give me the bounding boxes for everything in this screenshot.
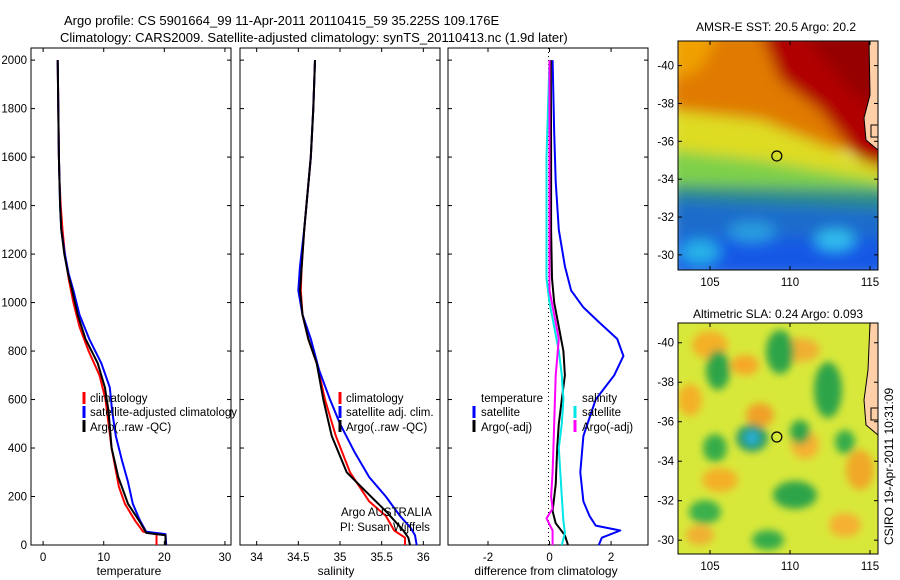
legend-label-satellite: satellite adj. clim. (346, 407, 434, 419)
sst-heatmap (678, 41, 878, 270)
sst-map-frame (677, 40, 879, 271)
y-tick-label: 0 (21, 540, 27, 552)
difference-legend: temperature salinity satellite Argo(-adj… (472, 393, 633, 434)
x-tick-label: 110 (781, 277, 799, 289)
salinity-xlabel: salinity (318, 564, 355, 578)
y-tick-label: -32 (657, 496, 674, 508)
series-line-argo (299, 60, 411, 546)
x-tick-label: 115 (861, 277, 879, 289)
y-tick-label: -30 (657, 250, 674, 262)
y-tick-label: -38 (657, 377, 674, 389)
series-line-argo (56, 60, 167, 545)
legend-title-salinity: salinity (582, 393, 617, 405)
argo-float-marker (771, 150, 783, 162)
x-tick-label: 35 (334, 552, 347, 564)
legend-label-sal-argo: Argo(-adj) (582, 422, 633, 434)
x-tick-label: 105 (700, 561, 719, 573)
y-tick-label: -40 (657, 338, 674, 350)
sla-map-frame (677, 322, 879, 555)
salinity-marks: 34 34.5 35 35.5 36 (240, 48, 440, 564)
legend-label-temp-argo: Argo(-adj) (481, 422, 532, 434)
temperature-panel: 0 10 20 30 0 200 400 600 800 1000 1200 1400 1600 1800… (1, 47, 232, 578)
legend-title-temperature: temperature (481, 393, 543, 405)
title-line-1: Argo profile: CS 5901664_99 11-Apr-2011 … (64, 13, 499, 28)
series-line-satellite (551, 60, 625, 546)
sst-map-panel: AMSR-E SST: 20.5 Argo: 20.2 105 110 115- (657, 20, 879, 289)
pi-label: PI: Susan Wijffels (340, 522, 430, 534)
y-tick-label: 1800 (1, 104, 27, 116)
x-tick-label: 34 (250, 552, 263, 564)
series-line-climatology (299, 60, 406, 545)
credit-timestamp: CSIRO 19-Apr-2011 10:31:09 (882, 387, 896, 545)
y-tick-label: -34 (657, 174, 674, 186)
legend-label-satellite: satellite-adjusted climatology (90, 407, 237, 419)
sst-map-axes: 105 110 115 -30 -32 -34 -36 -38 -40 (657, 41, 879, 289)
x-tick-label: 10 (97, 552, 110, 564)
legend-label-climatology: climatology (346, 393, 404, 405)
y-tick-label: -40 (657, 61, 674, 73)
temperature-marks: 0 10 20 30 0 200 400 600 800 1000 1200 1400 1600 1800… (1, 48, 231, 564)
legend-label-climatology: climatology (90, 393, 148, 405)
sla-coastline (863, 323, 878, 436)
y-tick-label: -32 (657, 212, 674, 224)
x-tick-label: 0 (546, 552, 552, 564)
x-tick-label: -2 (483, 552, 493, 564)
y-tick-label: -34 (657, 456, 674, 468)
y-tick-label: 1200 (1, 249, 27, 261)
title-line-2: Climatology: CARS2009. Satellite-adjuste… (60, 30, 568, 45)
series-line-climatology (56, 60, 158, 545)
y-tick-label: 400 (8, 443, 27, 455)
salinity-axes-frame (239, 47, 441, 546)
sla-heatmap (678, 323, 878, 554)
series-line-satellite (297, 60, 418, 546)
y-tick-label: -38 (657, 98, 674, 110)
legend-label-argo: Argo(..raw -QC) (346, 422, 427, 434)
sst-coastline (863, 41, 878, 151)
x-tick-label: 110 (781, 561, 799, 573)
y-tick-label: -36 (657, 136, 674, 148)
x-tick-label: 36 (417, 552, 430, 564)
series-line-sal_argo (545, 60, 560, 545)
temperature-legend: climatology satellite-adjusted climatolo… (82, 392, 237, 434)
x-tick-label: 35.5 (370, 552, 392, 564)
difference-marks: -2 0 2 (448, 48, 648, 564)
salinity-legend: climatology satellite adj. clim. Argo(..… (338, 392, 434, 434)
y-tick-label: 800 (8, 346, 27, 358)
series-line-sal_sat (545, 60, 566, 546)
argo-australia-label: Argo AUSTRALIA (341, 507, 432, 519)
temperature-xlabel: temperature (97, 564, 162, 578)
legend-label-temp-satellite: satellite (481, 407, 520, 419)
y-tick-label: 600 (8, 395, 27, 407)
x-tick-label: 115 (861, 561, 879, 573)
salinity-panel: 34 34.5 35 35.5 36 salinity Argo AUSTRALIA P… (239, 47, 441, 578)
x-tick-label: 2 (608, 552, 614, 564)
x-tick-label: 20 (158, 552, 171, 564)
legend-label-argo: Argo(..raw -QC) (90, 422, 171, 434)
x-tick-label: 30 (219, 552, 232, 564)
sla-map-axes: 105 110 115 -30 -32 -34 -36 -38 -40 (657, 323, 879, 573)
y-tick-label: 1000 (1, 298, 27, 310)
sst-map-title: AMSR-E SST: 20.5 Argo: 20.2 (696, 20, 856, 34)
x-tick-label: 0 (40, 552, 46, 564)
y-tick-label: 2000 (1, 55, 27, 67)
y-tick-label: 1400 (1, 201, 27, 213)
argo-float-marker (771, 431, 783, 443)
sla-map-title: Altimetric SLA: 0.24 Argo: 0.093 (693, 307, 863, 321)
difference-xlabel: difference from climatology (474, 564, 617, 578)
sla-map-panel: Altimetric SLA: 0.24 Argo: 0.093 (657, 307, 879, 573)
x-tick-label: 34.5 (287, 552, 309, 564)
x-tick-label: 105 (700, 277, 719, 289)
y-tick-label: -30 (657, 535, 674, 547)
temperature-axes-frame (30, 47, 232, 546)
legend-label-sal-satellite: satellite (582, 407, 621, 419)
y-tick-label: 1600 (1, 152, 27, 164)
y-tick-label: 200 (8, 492, 27, 504)
difference-panel: -2 0 2 difference from climatology (447, 47, 649, 578)
y-tick-label: -36 (657, 417, 674, 429)
